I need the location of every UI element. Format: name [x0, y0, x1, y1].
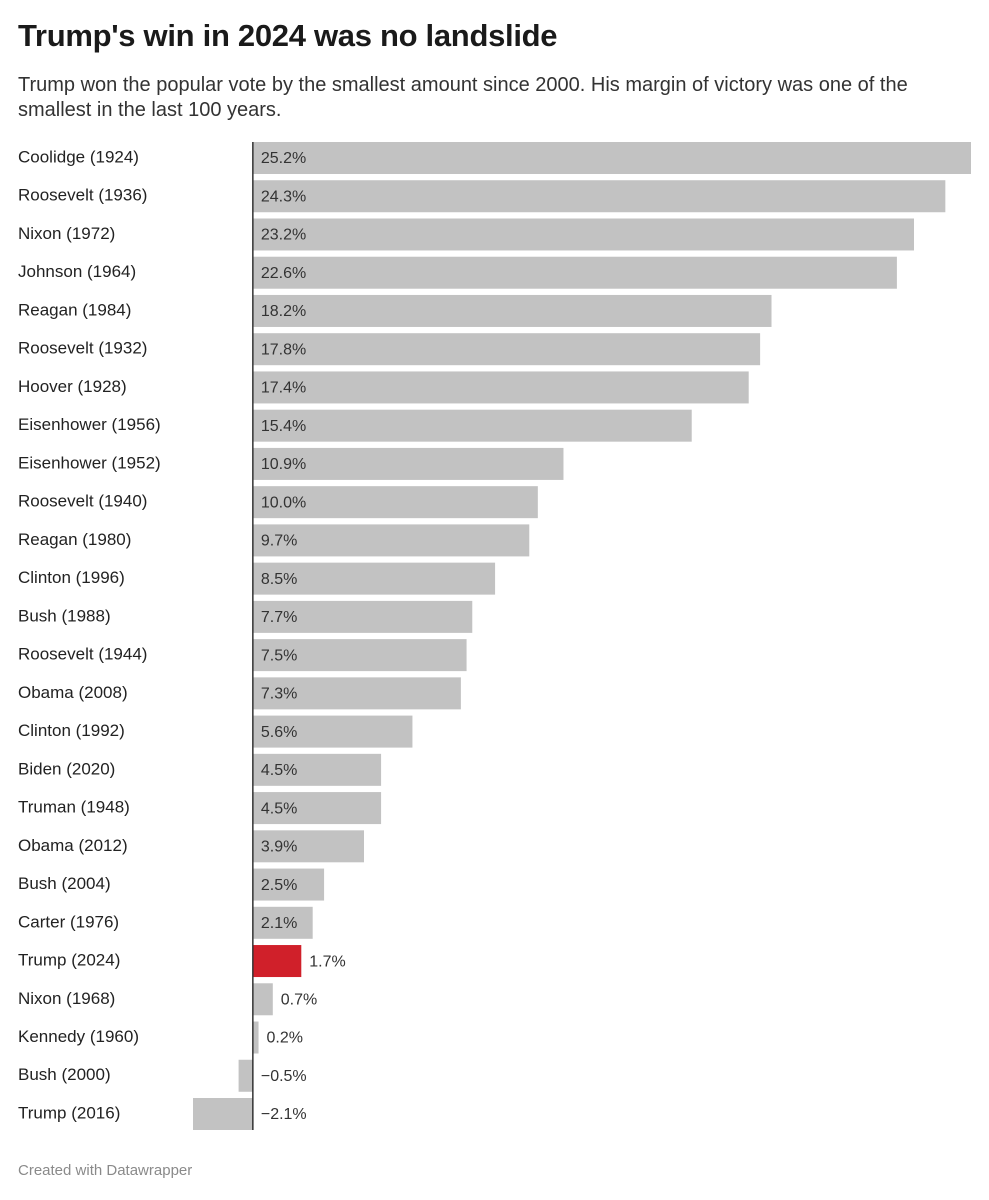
- category-label: Biden (2020): [18, 759, 115, 778]
- bar: [252, 906, 313, 939]
- value-label: 0.7%: [281, 991, 317, 1008]
- value-label: 23.2%: [261, 227, 306, 244]
- bar: [252, 447, 564, 480]
- value-label: 2.1%: [261, 915, 297, 932]
- category-label: Trump (2024): [18, 951, 120, 970]
- category-label: Nixon (1968): [18, 989, 115, 1008]
- value-label: 7.5%: [261, 647, 297, 664]
- bar: [252, 677, 461, 710]
- category-label: Bush (1988): [18, 606, 111, 625]
- category-label: Roosevelt (1932): [18, 339, 147, 358]
- bar: [252, 1021, 259, 1054]
- value-label: 10.0%: [261, 494, 306, 511]
- footer: Created with Datawrapper: [18, 1162, 193, 1179]
- category-label: Clinton (1992): [18, 721, 125, 740]
- value-label: 7.3%: [261, 686, 297, 703]
- bar: [252, 409, 692, 442]
- value-label: 17.4%: [261, 380, 306, 397]
- bar: [252, 333, 761, 366]
- bar: [252, 218, 915, 251]
- bar: [252, 294, 772, 327]
- category-label: Bush (2000): [18, 1065, 111, 1084]
- bar: [252, 983, 273, 1016]
- category-label: Roosevelt (1940): [18, 492, 147, 511]
- value-label: −2.1%: [261, 1106, 307, 1123]
- category-label: Clinton (1996): [18, 568, 125, 587]
- category-label: Bush (2004): [18, 874, 111, 893]
- bar: [252, 180, 946, 213]
- category-label: Roosevelt (1944): [18, 645, 147, 664]
- bar: [252, 600, 473, 633]
- category-label: Nixon (1972): [18, 224, 115, 243]
- value-label: 5.6%: [261, 724, 297, 741]
- value-label: 15.4%: [261, 418, 306, 435]
- value-label: 4.5%: [261, 800, 297, 817]
- bar: [252, 792, 382, 825]
- value-label: 8.5%: [261, 571, 297, 588]
- value-label: 3.9%: [261, 839, 297, 856]
- category-label: Reagan (1980): [18, 530, 131, 549]
- value-label: 4.5%: [261, 762, 297, 779]
- chart: Coolidge (1924) 25.2% Roosevelt (1936) 24.3…: [18, 142, 971, 1130]
- bar: [252, 371, 749, 404]
- bar: [238, 1059, 253, 1092]
- bar: [252, 524, 530, 557]
- bar: [252, 830, 364, 863]
- category-label: Eisenhower (1956): [18, 415, 161, 434]
- bar: [252, 486, 538, 519]
- bar: [252, 715, 413, 748]
- chart-subtitle: Trump won the popular vote by the smalle…: [18, 74, 908, 121]
- value-label: 2.5%: [261, 877, 297, 894]
- bar: [252, 639, 467, 672]
- bar: [252, 868, 325, 901]
- value-label: 17.8%: [261, 341, 306, 358]
- chart-title: Trump's win in 2024 was no landslide: [18, 18, 558, 53]
- bar: [252, 142, 971, 174]
- category-label: Eisenhower (1952): [18, 453, 161, 472]
- value-label: −0.5%: [261, 1068, 307, 1085]
- category-label: Truman (1948): [18, 798, 130, 817]
- bar: [193, 1098, 253, 1130]
- value-label: 10.9%: [261, 456, 306, 473]
- category-label: Johnson (1964): [18, 262, 136, 281]
- bar: [252, 256, 897, 289]
- category-label: Carter (1976): [18, 912, 119, 931]
- category-label: Kennedy (1960): [18, 1027, 139, 1046]
- value-label: 25.2%: [261, 150, 306, 167]
- category-label: Reagan (1984): [18, 300, 131, 319]
- value-label: 24.3%: [261, 188, 306, 205]
- value-label: 18.2%: [261, 303, 306, 320]
- value-label: 7.7%: [261, 609, 297, 626]
- value-label: 1.7%: [309, 953, 345, 970]
- category-label: Obama (2012): [18, 836, 128, 855]
- value-label: 9.7%: [261, 533, 297, 550]
- value-label: 22.6%: [261, 265, 306, 282]
- category-label: Coolidge (1924): [18, 147, 139, 166]
- category-label: Roosevelt (1936): [18, 186, 147, 205]
- bar: [252, 945, 302, 978]
- value-label: 0.2%: [267, 1030, 303, 1047]
- category-label: Trump (2016): [18, 1103, 120, 1122]
- category-label: Obama (2008): [18, 683, 128, 702]
- bar: [252, 753, 382, 786]
- bar: [252, 562, 496, 595]
- category-label: Hoover (1928): [18, 377, 127, 396]
